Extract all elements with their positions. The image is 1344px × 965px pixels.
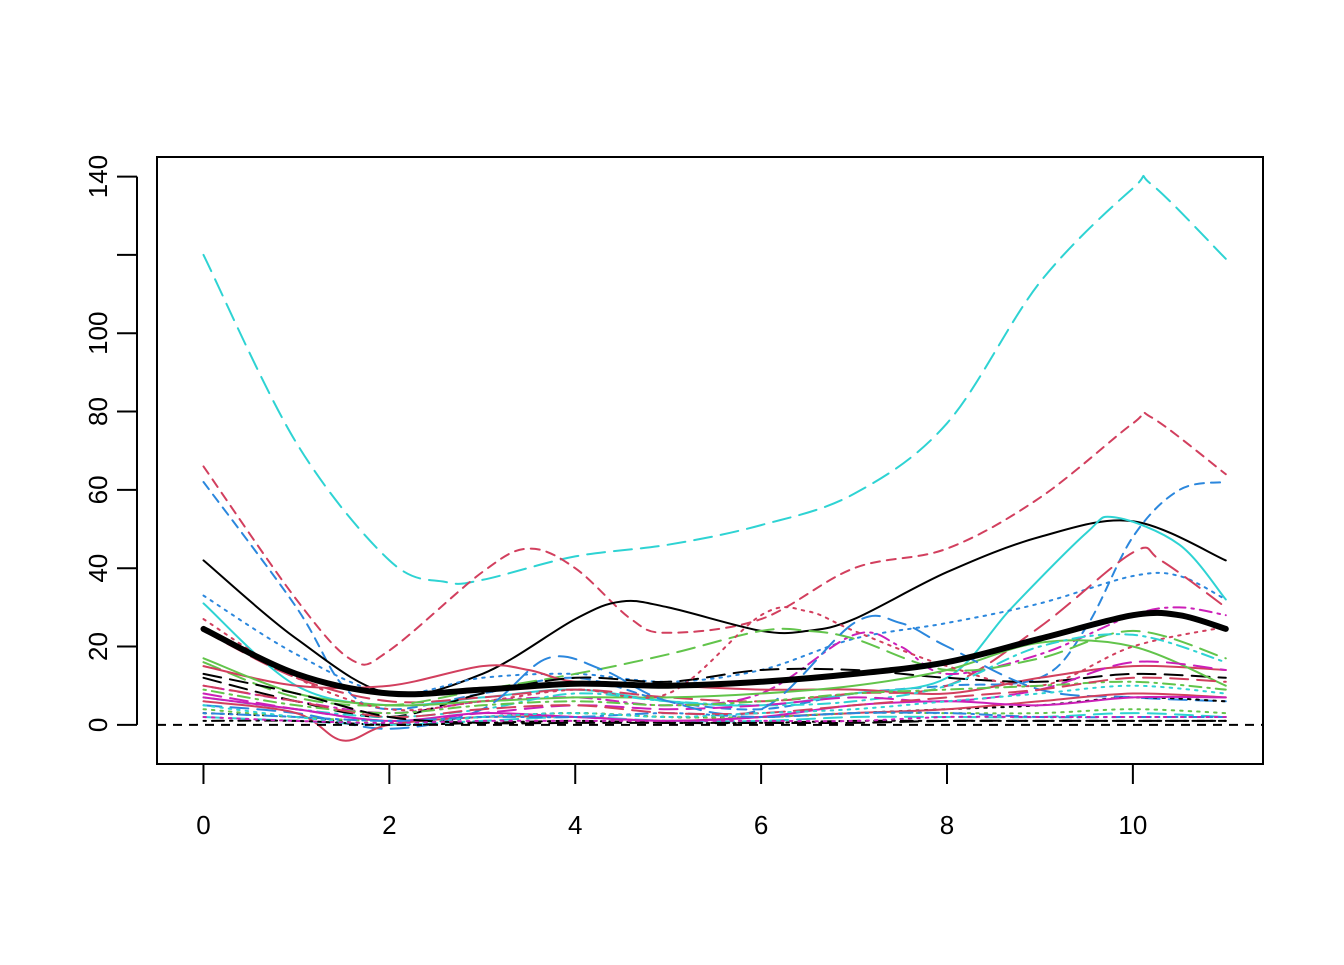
mean-curve-line xyxy=(200,609,1229,698)
series-line-2 xyxy=(202,410,1227,666)
y-tick-label: 40 xyxy=(83,554,113,583)
series-line-26 xyxy=(202,684,1227,726)
x-tick-label: 6 xyxy=(754,810,768,840)
y-tick-label: 140 xyxy=(83,155,113,198)
series-line-1 xyxy=(202,174,1227,585)
y-tick-label: 0 xyxy=(83,718,113,732)
y-axis: 0 20 40 60 80 100 140 xyxy=(83,155,138,732)
series-line-11 xyxy=(202,667,1227,719)
series-line-12 xyxy=(202,639,1227,707)
y-tick-label: 60 xyxy=(83,475,113,504)
x-axis: 0 2 4 6 8 10 xyxy=(196,763,1147,840)
y-tick-label: 20 xyxy=(83,632,113,661)
series-line-19 xyxy=(202,708,1227,722)
y-tick-label: 100 xyxy=(83,312,113,355)
x-tick-label: 0 xyxy=(196,810,210,840)
x-tick-label: 4 xyxy=(568,810,582,840)
series-line-24 xyxy=(202,680,1227,715)
series-line-5 xyxy=(202,515,1227,707)
x-tick-label: 8 xyxy=(940,810,954,840)
x-tick-label: 10 xyxy=(1118,810,1147,840)
series-line-28 xyxy=(202,715,1227,724)
x-tick-label: 2 xyxy=(382,810,396,840)
plot-frame xyxy=(156,156,1264,765)
series-line-27 xyxy=(202,672,1227,725)
y-tick-label: 80 xyxy=(83,397,113,426)
mean-curve-layer xyxy=(200,609,1229,698)
series-line-25 xyxy=(202,676,1227,719)
curves-layer xyxy=(202,174,1227,742)
